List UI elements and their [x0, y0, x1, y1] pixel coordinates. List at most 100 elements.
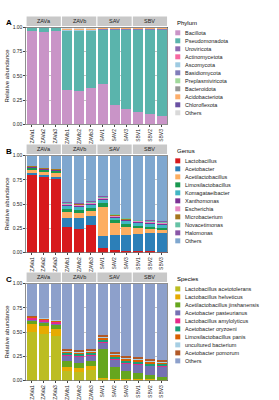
- svg-text:SBV: SBV: [144, 18, 155, 24]
- svg-text:Relative abundance: Relative abundance: [4, 177, 10, 231]
- svg-text:SAV: SAV: [109, 146, 120, 152]
- svg-text:SBV: SBV: [144, 146, 155, 152]
- svg-text:0.75: 0.75: [13, 48, 23, 54]
- svg-text:Preplasmiviricota: Preplasmiviricota: [185, 78, 228, 84]
- svg-text:Microbacterium: Microbacterium: [185, 214, 223, 220]
- svg-text:ZAVa1: ZAVa1: [29, 385, 35, 400]
- svg-text:SAV: SAV: [109, 18, 120, 24]
- svg-text:A: A: [6, 18, 12, 27]
- svg-text:ZAVa: ZAVa: [37, 18, 51, 24]
- svg-text:B: B: [6, 147, 12, 156]
- svg-text:Acidobacteriota: Acidobacteriota: [185, 94, 224, 100]
- svg-text:ZAVa: ZAVa: [37, 274, 51, 280]
- svg-text:ZAVa1: ZAVa1: [29, 257, 35, 272]
- svg-text:Lactobacillus helveticus: Lactobacillus helveticus: [185, 294, 243, 300]
- svg-text:ZAVa3: ZAVa3: [52, 257, 58, 272]
- svg-text:Genus: Genus: [177, 148, 195, 154]
- svg-text:SAV1: SAV1: [99, 257, 105, 270]
- svg-text:Acetobacter oryzoeni: Acetobacter oryzoeni: [185, 326, 237, 332]
- svg-text:Acetobacter pasteurianus: Acetobacter pasteurianus: [185, 310, 248, 316]
- svg-text:Species: Species: [177, 276, 198, 282]
- svg-text:ZAVa3: ZAVa3: [52, 129, 58, 144]
- svg-text:ZAVa2: ZAVa2: [40, 257, 46, 272]
- svg-text:ZAVb1: ZAVb1: [64, 257, 70, 272]
- svg-text:SBV3: SBV3: [158, 385, 164, 398]
- svg-text:Acetilactobacillus: Acetilactobacillus: [185, 174, 227, 180]
- svg-text:0.50: 0.50: [13, 201, 23, 207]
- svg-text:SBV1: SBV1: [135, 385, 141, 398]
- svg-text:Limosilactobacillus: Limosilactobacillus: [185, 182, 231, 188]
- svg-text:1.00: 1.00: [13, 152, 23, 158]
- svg-text:C: C: [6, 275, 12, 284]
- svg-text:0.00: 0.00: [13, 249, 23, 255]
- svg-text:ZAVb2: ZAVb2: [76, 257, 82, 272]
- svg-text:uncultured bacterium: uncultured bacterium: [185, 342, 237, 348]
- svg-text:0.50: 0.50: [13, 329, 23, 335]
- svg-text:ZAVa2: ZAVa2: [40, 385, 46, 400]
- svg-text:Ascomycota: Ascomycota: [185, 62, 216, 68]
- svg-text:SBV2: SBV2: [147, 257, 153, 270]
- svg-text:SBV3: SBV3: [158, 257, 164, 270]
- svg-text:ZAVb1: ZAVb1: [64, 129, 70, 144]
- svg-text:Limosilactobacillus panis: Limosilactobacillus panis: [185, 334, 246, 340]
- svg-text:Komagataeibacter: Komagataeibacter: [185, 190, 230, 196]
- svg-text:ZAVb: ZAVb: [73, 274, 86, 280]
- svg-text:ZAVb: ZAVb: [73, 18, 86, 24]
- svg-text:Lactobacillus acetotolerans: Lactobacillus acetotolerans: [185, 286, 252, 292]
- svg-text:ZAVa2: ZAVa2: [40, 129, 46, 144]
- svg-text:SAV1: SAV1: [99, 129, 105, 142]
- svg-text:0.75: 0.75: [13, 177, 23, 183]
- svg-text:SAV3: SAV3: [123, 129, 129, 142]
- svg-text:Others: Others: [185, 358, 202, 364]
- svg-text:Bacillota: Bacillota: [185, 30, 207, 36]
- svg-text:Halomonas: Halomonas: [185, 230, 213, 236]
- svg-text:Bacteroidota: Bacteroidota: [185, 86, 217, 92]
- svg-text:Relative abundance: Relative abundance: [4, 49, 10, 103]
- svg-text:SBV1: SBV1: [135, 129, 141, 142]
- svg-text:Phylum: Phylum: [177, 20, 197, 26]
- svg-text:0.00: 0.00: [13, 121, 23, 127]
- svg-text:0.25: 0.25: [13, 353, 23, 359]
- svg-text:SAV2: SAV2: [111, 385, 117, 398]
- svg-text:SAV: SAV: [109, 274, 120, 280]
- svg-text:1.00: 1.00: [13, 24, 23, 30]
- svg-text:SAV1: SAV1: [99, 385, 105, 398]
- svg-text:SAV2: SAV2: [111, 257, 117, 270]
- svg-text:SBV2: SBV2: [147, 385, 153, 398]
- svg-text:Acetobacter: Acetobacter: [185, 166, 215, 172]
- svg-text:Basidiomycota: Basidiomycota: [185, 70, 222, 76]
- svg-text:SBV2: SBV2: [147, 129, 153, 142]
- svg-text:Escherichia: Escherichia: [185, 206, 214, 212]
- svg-text:Actinomycetota: Actinomycetota: [185, 54, 224, 60]
- svg-text:0.00: 0.00: [13, 377, 23, 383]
- svg-text:Others: Others: [185, 238, 202, 244]
- svg-text:ZAVb3: ZAVb3: [88, 385, 94, 400]
- svg-text:0.50: 0.50: [13, 73, 23, 79]
- svg-text:Pseudomonadota: Pseudomonadota: [185, 38, 229, 44]
- svg-text:1.00: 1.00: [13, 280, 23, 286]
- svg-text:ZAVb: ZAVb: [73, 146, 86, 152]
- svg-text:0.25: 0.25: [13, 225, 23, 231]
- svg-text:ZAVb2: ZAVb2: [76, 129, 82, 144]
- svg-text:Chloroflexota: Chloroflexota: [185, 102, 218, 108]
- svg-text:SBV3: SBV3: [158, 129, 164, 142]
- svg-text:SBV1: SBV1: [135, 257, 141, 270]
- svg-text:Uroviricota: Uroviricota: [185, 46, 212, 52]
- svg-text:SAV3: SAV3: [123, 257, 129, 270]
- svg-text:Novacetimonas: Novacetimonas: [185, 222, 223, 228]
- svg-text:Others: Others: [185, 110, 202, 116]
- svg-text:ZAVa1: ZAVa1: [29, 129, 35, 144]
- svg-text:Xanthomonas: Xanthomonas: [185, 198, 219, 204]
- svg-text:Relative abundance: Relative abundance: [4, 305, 10, 359]
- svg-text:0.25: 0.25: [13, 97, 23, 103]
- svg-text:SBV: SBV: [144, 274, 155, 280]
- svg-text:ZAVa: ZAVa: [37, 146, 51, 152]
- svg-text:Lactobacillus amylolyticus: Lactobacillus amylolyticus: [185, 318, 249, 324]
- svg-text:ZAVb1: ZAVb1: [64, 385, 70, 400]
- svg-text:ZAVb2: ZAVb2: [76, 385, 82, 400]
- svg-text:SAV2: SAV2: [111, 129, 117, 142]
- svg-text:Acetilactobacillus jinshanensi: Acetilactobacillus jinshanensis: [185, 302, 259, 308]
- svg-text:ZAVa3: ZAVa3: [52, 385, 58, 400]
- svg-text:Acetobacter pomorum: Acetobacter pomorum: [185, 350, 240, 356]
- svg-text:SAV3: SAV3: [123, 385, 129, 398]
